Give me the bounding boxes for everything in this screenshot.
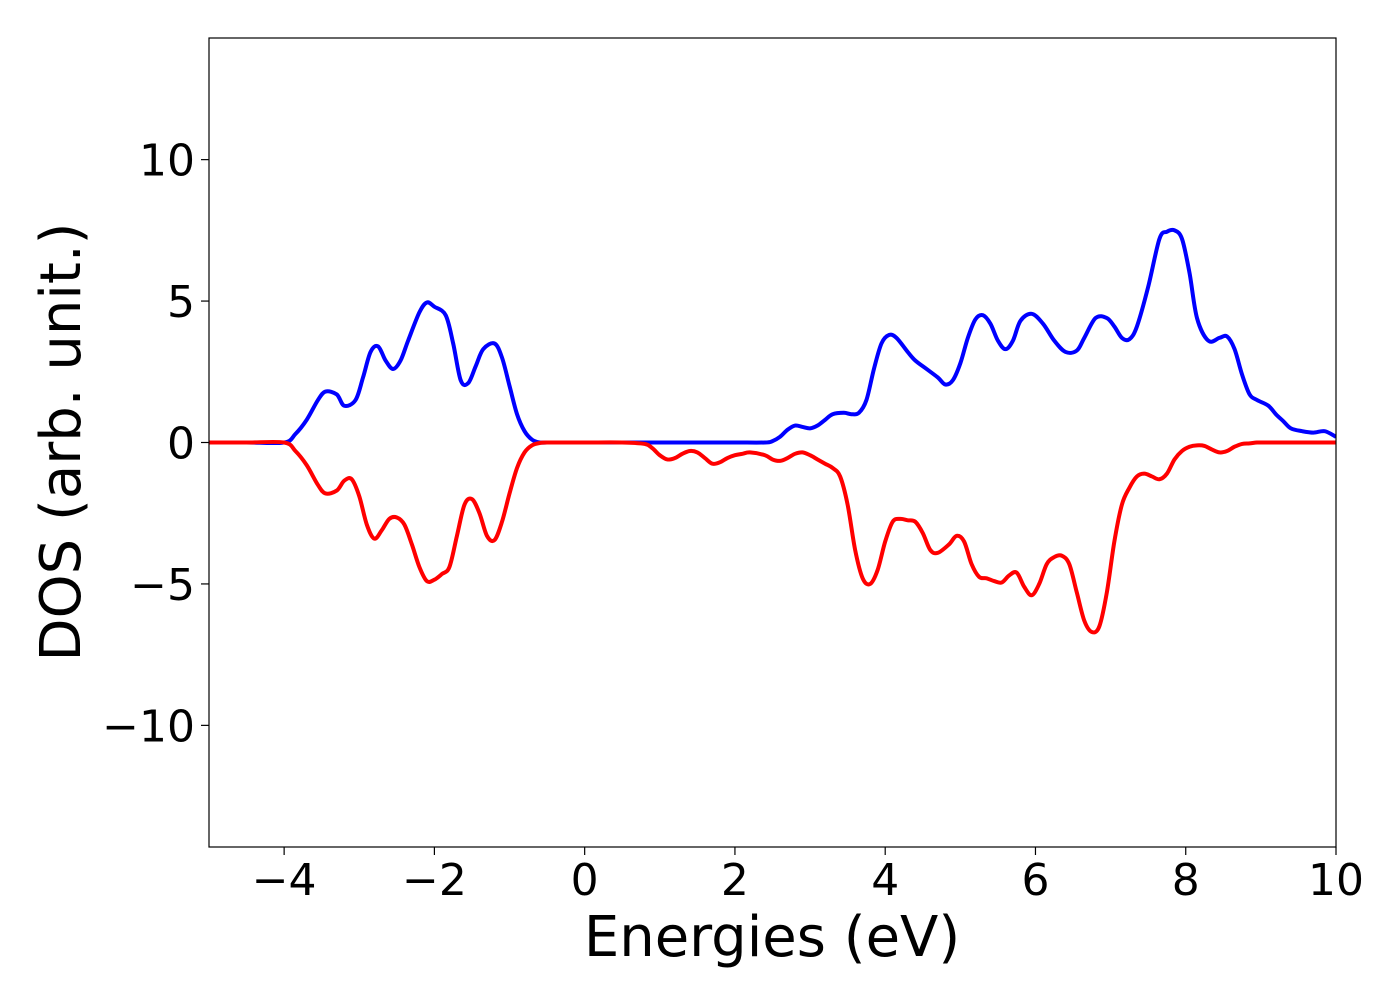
y-tick-label: −10 bbox=[102, 701, 195, 752]
x-tick-label: 10 bbox=[1308, 855, 1364, 906]
y-tick-label: 10 bbox=[139, 136, 195, 187]
y-tick-label: −5 bbox=[130, 560, 195, 611]
x-tick-label: 0 bbox=[571, 855, 599, 906]
x-tick-label: 4 bbox=[871, 855, 899, 906]
x-tick-label: −2 bbox=[402, 855, 467, 906]
y-axis-label: DOS (arb. unit.) bbox=[29, 222, 94, 661]
x-tick-label: 8 bbox=[1172, 855, 1200, 906]
series-layer bbox=[209, 227, 1336, 635]
plot-area bbox=[209, 227, 1336, 635]
x-tick-label: 2 bbox=[721, 855, 749, 906]
x-tick-label: −4 bbox=[252, 855, 317, 906]
x-tick-label: 6 bbox=[1021, 855, 1049, 906]
x-axis-label: Energies (eV) bbox=[584, 905, 960, 970]
dos-series-line-1 bbox=[209, 227, 1336, 446]
dos-series-line-2 bbox=[209, 439, 1336, 635]
y-axis-ticks: −10 −5 0 5 10 bbox=[102, 136, 209, 752]
x-axis-ticks: −4 −2 0 2 4 6 8 10 bbox=[252, 847, 1364, 906]
y-tick-label: 0 bbox=[167, 419, 195, 470]
y-tick-label: 5 bbox=[167, 277, 195, 328]
